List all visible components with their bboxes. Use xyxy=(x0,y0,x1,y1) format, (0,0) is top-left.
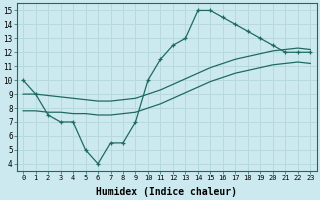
X-axis label: Humidex (Indice chaleur): Humidex (Indice chaleur) xyxy=(96,186,237,197)
